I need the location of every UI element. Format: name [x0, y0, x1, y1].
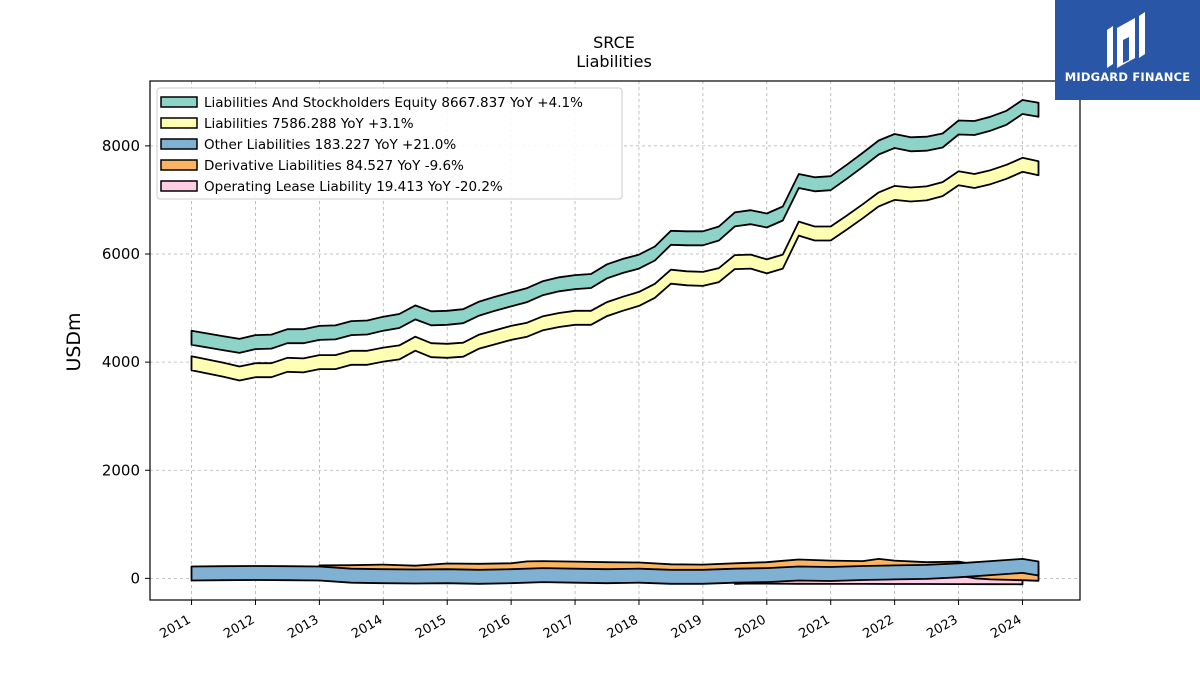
legend-entry: Other Liabilities 183.227 YoY +21.0%	[204, 137, 456, 153]
logo-text: MIDGARD FINANCE	[1064, 70, 1191, 84]
legend-entry: Derivative Liabilities 84.527 YoY -9.6%	[204, 158, 464, 174]
x-tick-label: 2019	[669, 612, 705, 642]
chart-subtitle: Liabilities	[576, 52, 652, 71]
x-tick-label: 2011	[157, 612, 193, 642]
chart-title: SRCE	[593, 33, 635, 52]
legend-swatch	[160, 117, 198, 129]
y-tick-label: 0	[130, 569, 140, 587]
legend-swatch	[160, 138, 198, 150]
y-tick-label: 6000	[102, 245, 140, 263]
legend-swatch	[160, 180, 198, 192]
series-liabilities-and-stockholders-equity	[190, 99, 1040, 354]
legend: Liabilities And Stockholders Equity 8667…	[156, 87, 623, 200]
y-axis-label: USDm	[63, 312, 85, 371]
series-other-liabilities	[190, 558, 1040, 585]
x-tick-label: 2018	[605, 612, 641, 642]
legend-swatch	[160, 96, 198, 108]
x-tick-label: 2021	[797, 612, 833, 642]
x-tick-label: 2015	[413, 612, 449, 642]
legend-entry: Operating Lease Liability 19.413 YoY -20…	[204, 179, 503, 195]
legend-swatch	[160, 159, 198, 171]
logo-mark-icon	[1055, 0, 1200, 100]
x-tick-label: 2020	[733, 612, 769, 642]
y-tick-label: 4000	[102, 353, 140, 371]
x-tick-label: 2013	[285, 612, 321, 642]
x-tick-label: 2023	[924, 612, 960, 642]
x-tick-label: 2014	[349, 612, 385, 642]
y-tick-label: 8000	[102, 137, 140, 155]
legend-entry: Liabilities And Stockholders Equity 8667…	[204, 95, 583, 111]
series-layer	[190, 99, 1040, 586]
y-tick-label: 2000	[102, 461, 140, 479]
series-liabilities	[190, 156, 1040, 382]
legend-frame	[156, 87, 623, 200]
x-tick-label: 2017	[541, 612, 577, 642]
x-tick-label: 2022	[860, 612, 896, 642]
x-tick-label: 2024	[988, 612, 1024, 642]
x-tick-label: 2016	[477, 612, 513, 642]
legend-entry: Liabilities 7586.288 YoY +3.1%	[204, 116, 414, 132]
plot-frame	[149, 80, 1081, 601]
brand-logo: MIDGARD FINANCE	[1055, 0, 1200, 100]
x-tick-label: 2012	[221, 612, 257, 642]
